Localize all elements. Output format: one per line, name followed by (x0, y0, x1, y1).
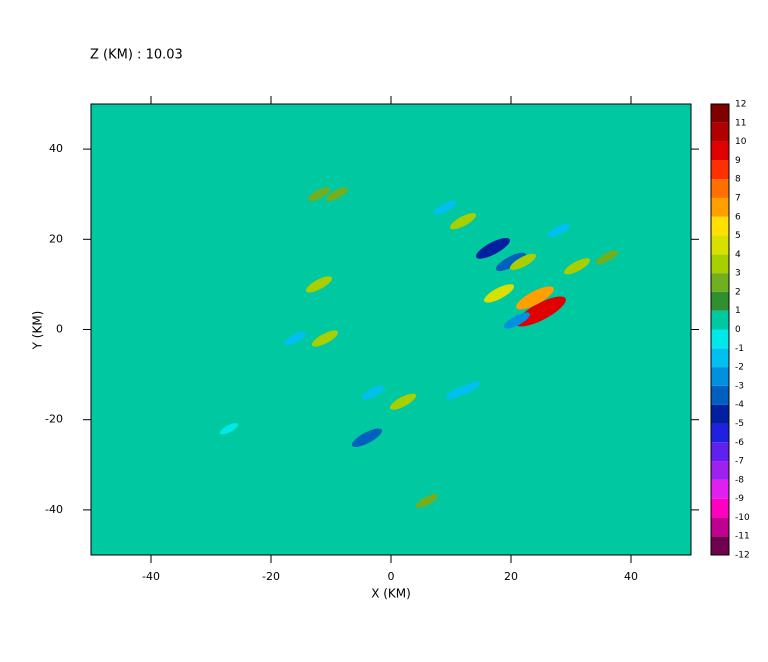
field-feature (595, 250, 619, 265)
colorbar-label: 6 (735, 212, 741, 222)
field (219, 187, 619, 508)
colorbar-cell (711, 104, 729, 123)
colorbar-frame (710, 103, 730, 556)
colorbar-label: -9 (735, 494, 744, 504)
colorbar-label: 0 (735, 325, 741, 335)
colorbar-label: -1 (735, 344, 744, 354)
colorbar-cell (711, 329, 729, 349)
field-feature (457, 381, 481, 396)
colorbar-label: -5 (735, 419, 744, 429)
field-feature (311, 330, 339, 347)
field-feature (563, 258, 591, 275)
field-feature (415, 493, 439, 508)
colorbar-label: 3 (735, 269, 741, 279)
colorbar-cell (711, 423, 729, 443)
field-feature (283, 331, 307, 346)
field-feature (475, 237, 511, 259)
colorbar-label: 7 (735, 193, 741, 203)
colorbar-cell (711, 310, 729, 330)
colorbar-cell (711, 385, 729, 405)
colorbar-label: -11 (735, 532, 750, 542)
chart-title: Z (KM) : 10.03 (90, 48, 183, 63)
field-feature (219, 422, 239, 435)
colorbar-label: 9 (735, 156, 741, 166)
colorbar-label: -7 (735, 457, 744, 467)
field-feature (495, 252, 527, 272)
colorbar-label: 8 (735, 175, 741, 185)
colorbar-cell (711, 160, 729, 180)
colorbar-cell (711, 461, 729, 480)
colorbar-cell (711, 536, 729, 555)
y-tick-label: 20 (49, 232, 63, 245)
field-feature (516, 286, 554, 310)
field-background (91, 104, 691, 555)
colorbar-label: -12 (735, 551, 750, 561)
colorbar-label: -2 (735, 363, 744, 373)
colorbar-cell (711, 254, 729, 274)
colorbar-cell (711, 479, 729, 499)
colorbar-label: 12 (735, 100, 746, 110)
field-feature (307, 187, 331, 202)
field-feature (305, 276, 333, 293)
y-tick-label: 0 (56, 323, 63, 336)
colorbar-cell (711, 404, 729, 424)
colorbar-label: -3 (735, 381, 744, 391)
colorbar-cell (711, 273, 729, 292)
colorbar-cell (711, 291, 729, 311)
field-feature (509, 253, 537, 270)
x-tick-label: -20 (262, 570, 280, 583)
colorbar-label: -10 (735, 513, 750, 523)
x-tick-label: 20 (504, 570, 518, 583)
colorbar-cell (711, 122, 729, 142)
colorbar-cell (711, 216, 729, 236)
y-tick-label: -20 (45, 413, 63, 426)
field-feature (361, 385, 385, 400)
colorbar-cell (711, 442, 729, 462)
colorbar-label: 1 (735, 306, 741, 316)
y-tick-label: 40 (49, 142, 63, 155)
colorbar-label: 5 (735, 231, 741, 241)
x-tick-label: 40 (624, 570, 638, 583)
colorbar-cell (711, 517, 729, 537)
colorbar-cell (711, 235, 729, 255)
y-tick-label: -40 (45, 503, 63, 516)
colorbar-label: 10 (735, 137, 747, 147)
field-feature (483, 284, 515, 303)
colorbar-label: -6 (735, 438, 744, 448)
field-feature (547, 223, 571, 238)
y-axis-label: Y (KM) (31, 311, 45, 351)
colorbar-label: 11 (735, 118, 746, 128)
colorbar-cell (711, 367, 729, 386)
colorbar-label: 4 (735, 250, 741, 260)
colorbar-cell (711, 498, 729, 518)
x-axis-label: X (KM) (371, 587, 411, 601)
colorbar-label: -8 (735, 475, 744, 485)
colorbar-cell (711, 197, 729, 217)
colorbar-cell (711, 348, 729, 368)
field-feature (325, 187, 349, 202)
field-feature (503, 312, 531, 329)
colorbar-label: 2 (735, 287, 741, 297)
field-feature (449, 213, 477, 230)
colorbar-cell (711, 179, 729, 198)
colorbar-cell (711, 141, 729, 161)
x-tick-label: 0 (388, 570, 395, 583)
field-feature (516, 296, 566, 327)
colorbar-label: -4 (735, 400, 744, 410)
field-feature (351, 428, 383, 447)
field-feature (433, 200, 457, 215)
field-feature (389, 393, 417, 410)
x-tick-label: -40 (142, 570, 160, 583)
